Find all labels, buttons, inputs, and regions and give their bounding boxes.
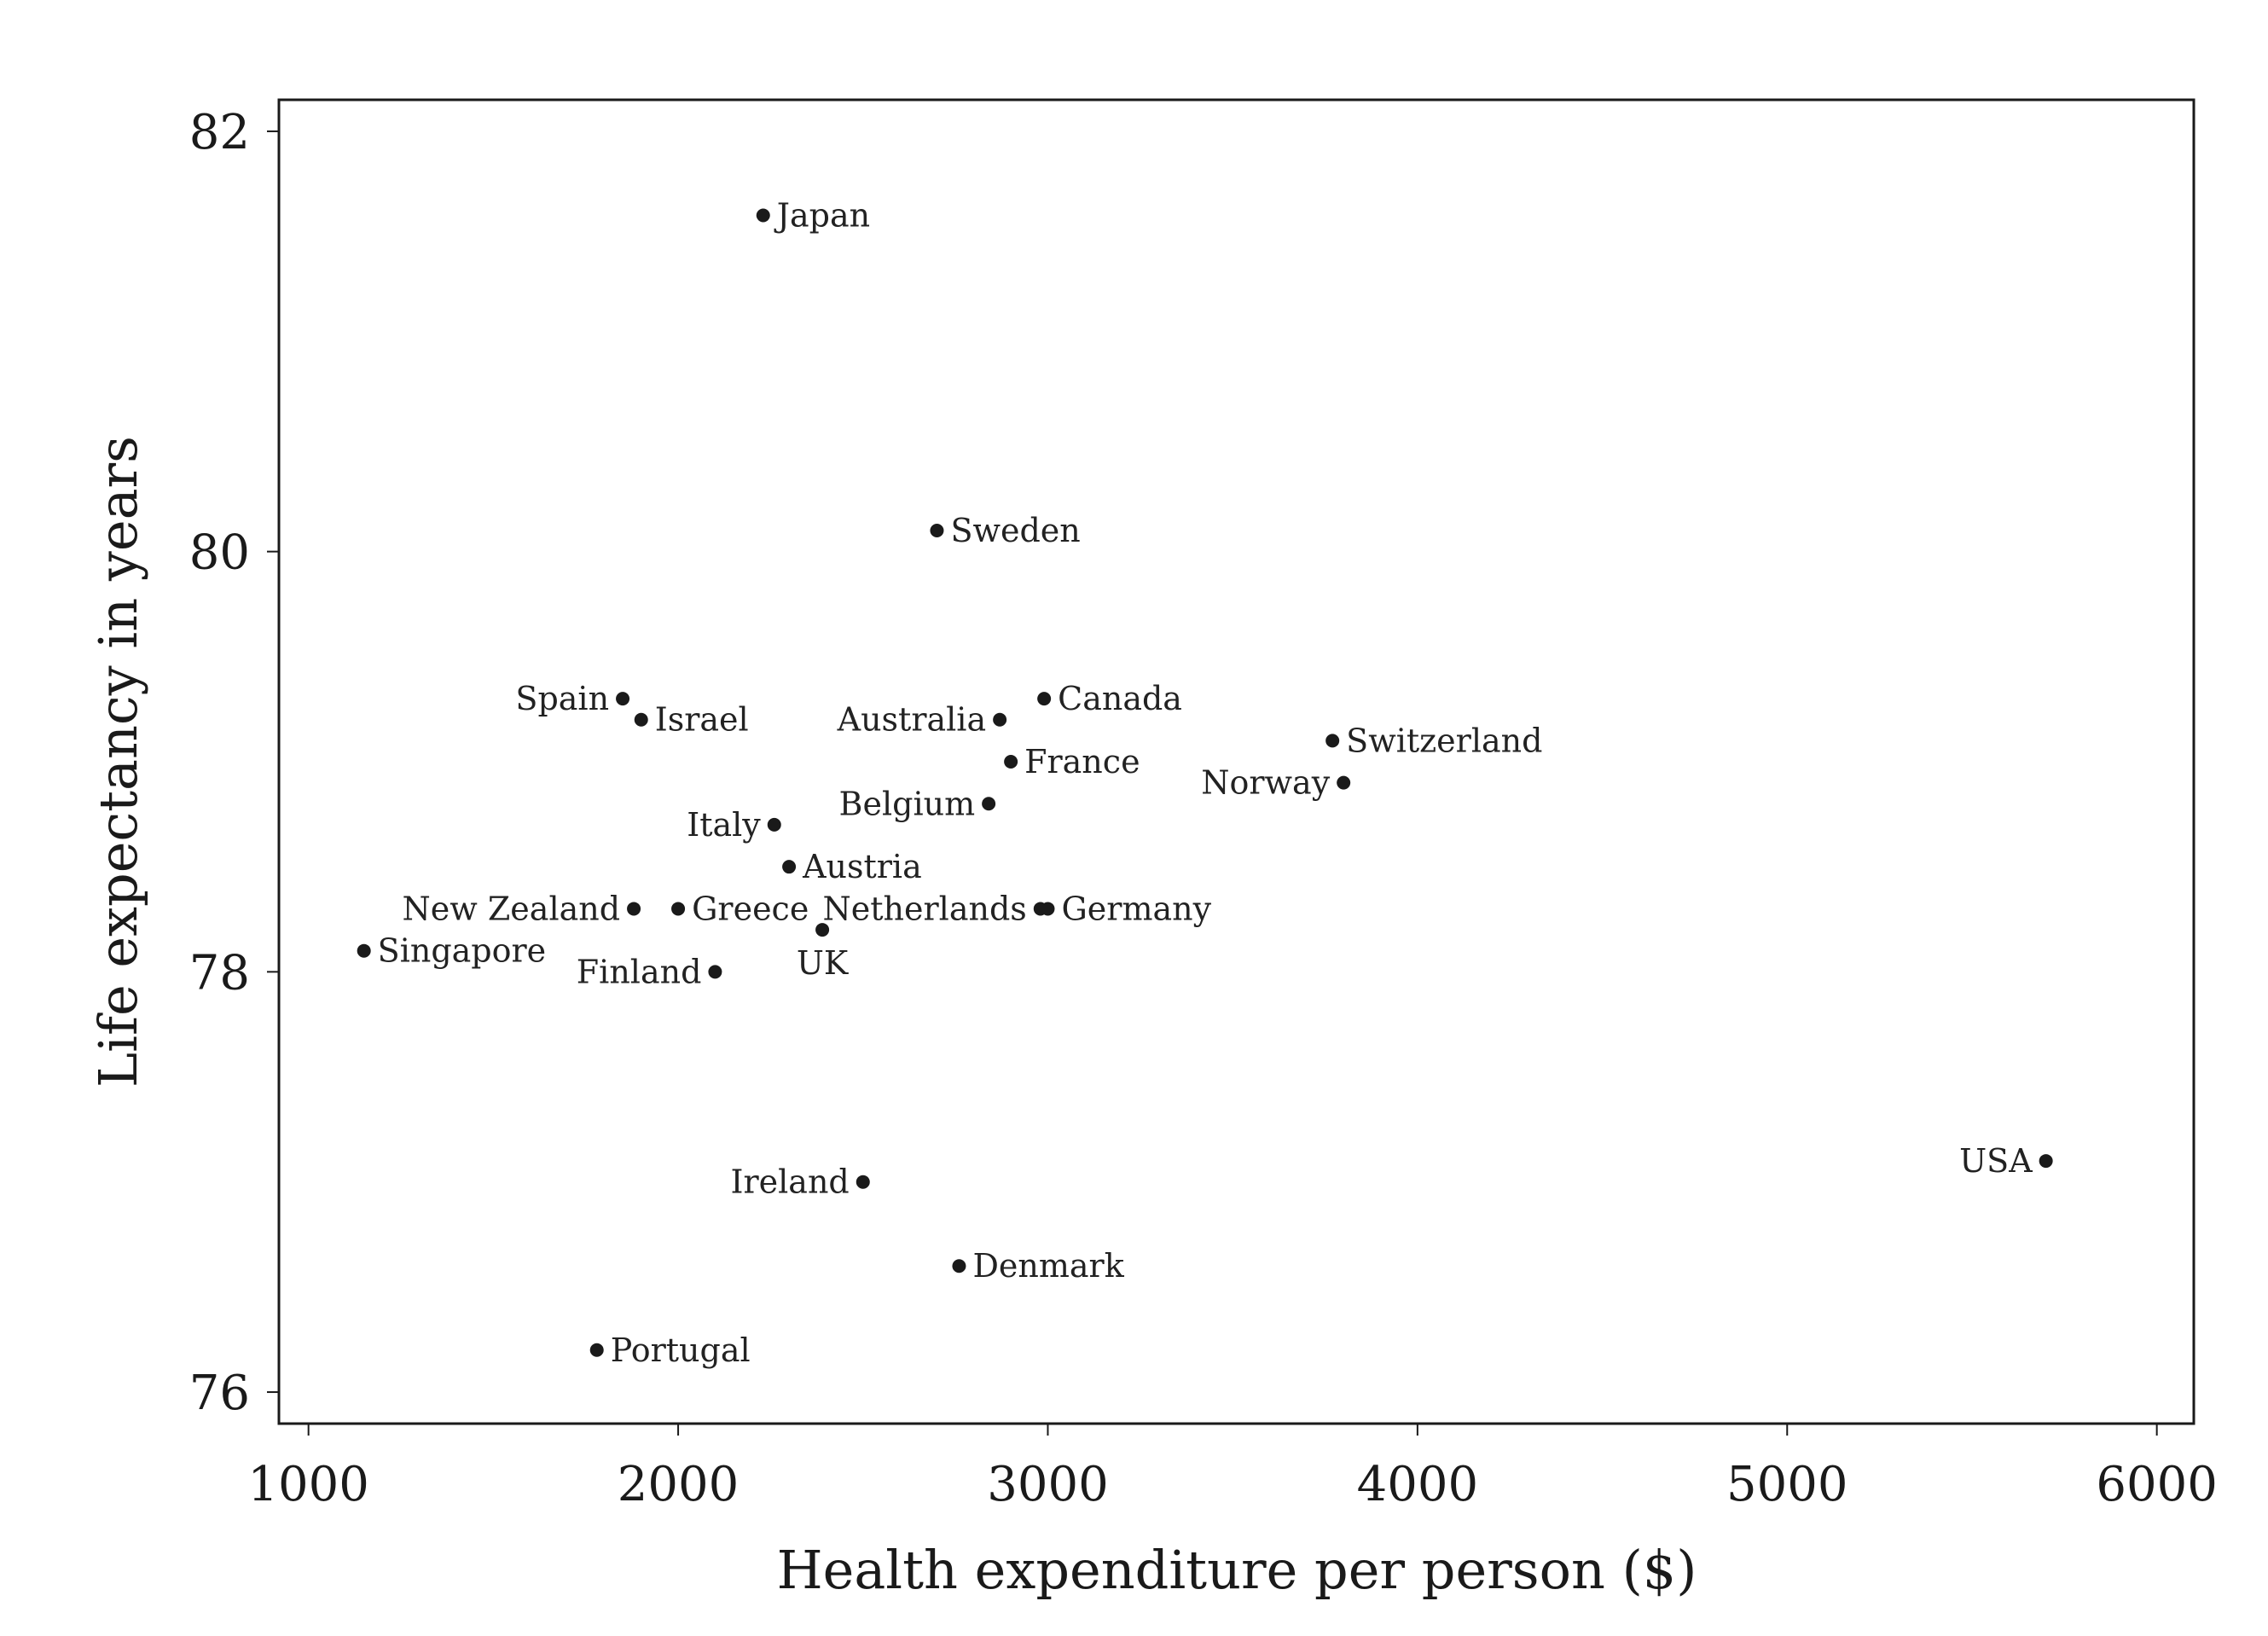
point-label: Austria xyxy=(802,848,922,885)
point-label: Sweden xyxy=(950,512,1080,549)
point-label: Canada xyxy=(1058,680,1182,717)
point-label: Australia xyxy=(837,701,986,739)
x-tick-label: 5000 xyxy=(1726,1457,1848,1512)
data-point xyxy=(856,1175,870,1189)
data-point xyxy=(1004,755,1018,769)
data-point xyxy=(1041,902,1055,916)
point-label: Spain xyxy=(515,680,609,717)
data-point xyxy=(708,965,722,979)
point-label: Singapore xyxy=(378,932,547,970)
point-label: Japan xyxy=(774,196,870,234)
axis-ticks: 1000 2000 3000 4000 5000 6000 76 78 80 82 xyxy=(189,105,2218,1512)
data-point xyxy=(671,902,686,916)
x-axis-title: Health expenditure per person ($) xyxy=(777,1539,1697,1601)
point-label: Switzerland xyxy=(1346,722,1542,759)
data-point xyxy=(815,923,830,937)
data-point xyxy=(982,797,996,811)
x-tick-label: 4000 xyxy=(1357,1457,1479,1512)
plot-frame xyxy=(277,98,2195,1425)
data-point xyxy=(589,1343,604,1357)
data-point xyxy=(952,1259,966,1273)
point-label: Norway xyxy=(1201,764,1330,802)
point-label: Denmark xyxy=(972,1247,1124,1285)
data-points: Japan Sweden Spain Israel Canada Australia Fra… xyxy=(357,196,2053,1369)
x-tick-label: 3000 xyxy=(987,1457,1109,1512)
y-tick-label: 78 xyxy=(189,945,250,1001)
point-label: USA xyxy=(1959,1142,2033,1180)
data-point xyxy=(1337,775,1351,790)
point-label: Italy xyxy=(687,806,761,844)
point-label: Portugal xyxy=(611,1331,751,1369)
point-label: Finland xyxy=(577,953,702,990)
x-tick-label: 6000 xyxy=(2096,1457,2218,1512)
data-point xyxy=(993,712,1007,727)
y-axis-title: Life expectancy in years xyxy=(87,436,149,1088)
point-label: Greece xyxy=(692,890,809,927)
data-point xyxy=(634,712,648,727)
data-point xyxy=(1037,692,1052,706)
data-point xyxy=(767,817,781,832)
data-point xyxy=(782,860,797,874)
data-point xyxy=(930,524,944,538)
y-tick-label: 82 xyxy=(189,105,250,160)
point-label: Netherlands xyxy=(823,890,1027,927)
data-point xyxy=(2039,1154,2053,1169)
data-point xyxy=(1325,734,1340,748)
data-point xyxy=(357,943,371,958)
point-label: New Zealand xyxy=(403,890,621,927)
x-tick-label: 1000 xyxy=(247,1457,369,1512)
y-tick-label: 76 xyxy=(189,1366,250,1421)
data-point xyxy=(627,902,641,916)
data-point xyxy=(616,692,630,706)
data-point xyxy=(756,208,770,223)
y-tick-label: 80 xyxy=(189,525,250,581)
point-label: Belgium xyxy=(839,785,976,822)
point-label: Ireland xyxy=(730,1163,849,1201)
point-label: UK xyxy=(797,944,849,982)
point-label: France xyxy=(1024,743,1140,780)
point-label: Israel xyxy=(655,701,749,739)
point-label: Germany xyxy=(1061,890,1211,927)
x-tick-label: 2000 xyxy=(618,1457,740,1512)
